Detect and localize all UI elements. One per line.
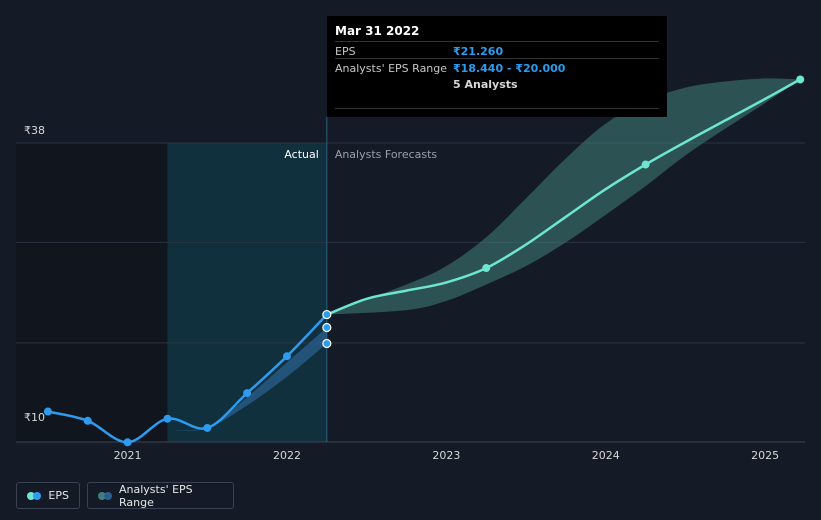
- tooltip-date: Mar 31 2022: [335, 24, 420, 38]
- eps-marker: [243, 389, 252, 398]
- tooltip-analysts-count: 5 Analysts: [453, 78, 518, 91]
- eps-marker: [123, 438, 132, 447]
- y-tick-label: ₹38: [24, 124, 45, 137]
- past-shade-highlight: [167, 143, 327, 442]
- forecast-marker: [641, 160, 650, 169]
- analyst-range-forecast-band: [326, 78, 801, 315]
- eps-marker: [163, 414, 172, 423]
- tooltip-eps-value: ₹21.260: [453, 45, 504, 58]
- x-tick-label: 2023: [432, 449, 460, 462]
- tooltip-range-row: Analysts' EPS Range ₹18.440 - ₹20.000: [335, 58, 659, 76]
- eps-swatch-icon: [27, 491, 41, 500]
- tooltip-range-label: Analysts' EPS Range: [335, 62, 448, 75]
- eps-marker: [203, 423, 212, 432]
- x-tick-label: 2025: [751, 449, 779, 462]
- y-tick-label: ₹10: [24, 411, 45, 424]
- past-shade-dark: [16, 143, 168, 442]
- tooltip-range-value: ₹18.440 - ₹20.000: [453, 62, 566, 75]
- eps-forecast-line: [325, 78, 802, 316]
- eps-marker: [83, 416, 92, 425]
- range-swatch-icon: [98, 491, 112, 500]
- current-marker: [322, 322, 332, 333]
- x-tick-label: 2022: [273, 449, 301, 462]
- forecast-marker: [482, 264, 491, 273]
- eps-marker: [282, 352, 291, 361]
- tooltip-eps-label: EPS: [335, 45, 356, 58]
- legend-analyst-range[interactable]: Analysts' EPS Range: [87, 482, 234, 509]
- tooltip: Mar 31 2022 EPS ₹21.260 Analysts' EPS Ra…: [327, 16, 667, 117]
- current-marker: [322, 309, 332, 320]
- x-tick-label: 2021: [114, 449, 142, 462]
- legend-range-label: Analysts' EPS Range: [119, 482, 193, 509]
- tooltip-divider: [335, 108, 659, 109]
- current-marker: [322, 338, 332, 349]
- legend-eps[interactable]: EPS: [16, 482, 80, 509]
- actual-label: Actual: [284, 148, 318, 161]
- tooltip-analysts-row: 5 Analysts: [335, 75, 659, 92]
- tooltip-eps-row: EPS ₹21.260: [335, 41, 659, 59]
- forecast-label: Analysts Forecasts: [335, 148, 438, 161]
- x-tick-label: 2024: [592, 449, 620, 462]
- eps-marker: [43, 407, 52, 416]
- legend-eps-label: EPS: [48, 489, 69, 502]
- forecast-marker: [796, 75, 805, 84]
